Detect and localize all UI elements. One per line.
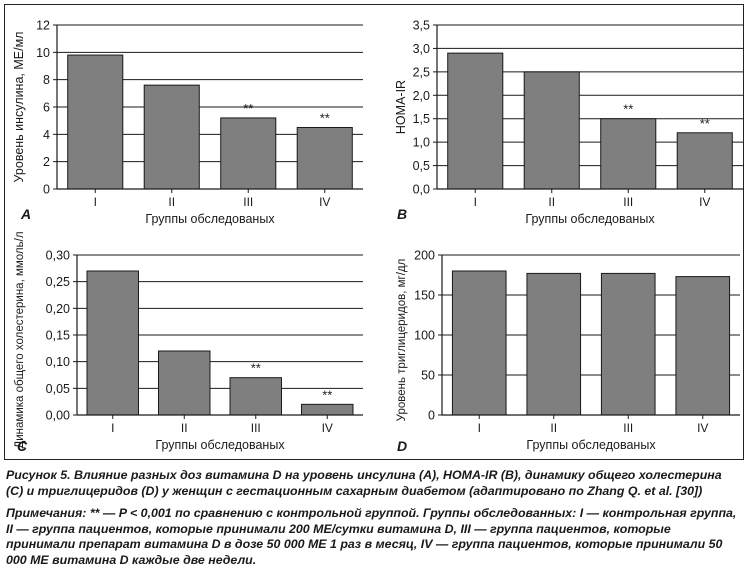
- x-tick-label: II: [550, 421, 557, 435]
- significance-marker: **: [243, 101, 253, 116]
- y-tick-label: 10: [36, 46, 50, 60]
- x-tick-label: IV: [697, 421, 708, 435]
- y-tick-label: 200: [414, 249, 435, 263]
- y-tick-label: 0: [428, 409, 435, 423]
- significance-marker: **: [322, 387, 332, 402]
- x-tick-label: II: [548, 195, 555, 209]
- bar: [600, 118, 657, 190]
- x-tick-label: IV: [699, 195, 710, 209]
- x-tick-label: I: [478, 421, 481, 435]
- x-tick-label: II: [168, 195, 175, 209]
- y-tick-label: 0,15: [46, 329, 70, 343]
- y-axis-title: HOMA-IR: [394, 80, 408, 134]
- y-tick-label: 1,5: [413, 112, 430, 126]
- bar: [86, 270, 139, 416]
- x-tick-label: I: [94, 195, 97, 209]
- y-tick-label: 0,05: [46, 382, 70, 396]
- y-tick-label: 150: [414, 289, 435, 303]
- panel-label: A: [20, 206, 31, 222]
- y-tick-label: 0,20: [46, 302, 70, 316]
- x-axis-title: Группы обследованых: [526, 438, 656, 452]
- x-tick-label: III: [251, 421, 261, 435]
- bar: [600, 272, 656, 416]
- y-tick-label: 0,00: [46, 409, 70, 423]
- figure-frame: 0 2 4 6 8 10 12 I II III ** IV ** Группы обследованых…: [4, 4, 744, 460]
- y-tick-label: 0,0: [413, 183, 430, 197]
- y-tick-label: 3,5: [413, 19, 430, 33]
- y-tick-label: 0,5: [413, 159, 430, 173]
- y-tick-label: 2,5: [413, 65, 430, 79]
- bar: [451, 270, 507, 416]
- significance-marker: **: [623, 102, 633, 117]
- significance-marker: **: [320, 111, 330, 126]
- x-tick-label: IV: [319, 195, 330, 209]
- y-axis-title: Уровень инсулина, МЕ/мл: [12, 32, 26, 183]
- panel-label: C: [17, 438, 28, 454]
- x-tick-label: II: [181, 421, 188, 435]
- y-tick-label: 3,0: [413, 42, 430, 56]
- y-tick-label: 0: [43, 183, 50, 197]
- y-tick-label: 2: [43, 155, 50, 169]
- y-tick-label: 0,10: [46, 355, 70, 369]
- chart-panel-b: 0,00,51,01,52,02,53,03,5I II III**IV**Груп…: [394, 19, 743, 226]
- x-tick-label: IV: [322, 421, 333, 435]
- x-axis-title: Группы обследованых: [155, 438, 285, 452]
- bar: [143, 84, 200, 190]
- chart-panel-c: 0,000,050,100,150,200,250,30I II III**IV**…: [14, 231, 363, 454]
- x-tick-label: III: [243, 195, 253, 209]
- significance-marker: **: [700, 116, 710, 131]
- x-tick-label: I: [111, 421, 114, 435]
- y-tick-label: 0,30: [46, 249, 70, 263]
- bar: [220, 117, 277, 190]
- bar: [676, 132, 733, 190]
- bar: [229, 377, 282, 416]
- y-tick-label: 6: [43, 101, 50, 115]
- figure-note: Примечания: ** — P < 0,001 по сравнению …: [6, 506, 737, 567]
- y-tick-label: 100: [414, 329, 435, 343]
- y-tick-label: 2,0: [413, 89, 430, 103]
- bar: [301, 403, 354, 416]
- bar: [158, 350, 211, 416]
- x-tick-label: I: [474, 195, 477, 209]
- y-tick-label: 1,0: [413, 136, 430, 150]
- x-tick-label: III: [623, 195, 633, 209]
- y-tick-label: 12: [36, 19, 50, 33]
- figure-caption: Рисунок 5. Влияние разных доз витамина D…: [6, 468, 722, 498]
- bar: [526, 272, 582, 416]
- y-tick-label: 50: [421, 369, 435, 383]
- y-tick-label: 0,25: [46, 275, 70, 289]
- y-tick-label: 4: [43, 128, 50, 142]
- bar: [447, 52, 504, 190]
- bar: [675, 276, 731, 416]
- bar: [523, 71, 580, 190]
- x-axis-title: Группы обследованых: [145, 212, 275, 226]
- bar: [296, 127, 353, 190]
- y-axis-title: Уровень триглицеридов, мг/дл: [396, 259, 408, 422]
- bar: [67, 54, 124, 190]
- panel-label: D: [397, 438, 407, 454]
- x-axis-title: Группы обследованых: [525, 212, 655, 226]
- x-tick-label: III: [623, 421, 633, 435]
- y-tick-label: 8: [43, 73, 50, 87]
- significance-marker: **: [251, 361, 261, 376]
- panel-label: B: [397, 206, 407, 222]
- y-axis-title: Динамика общего холестерина, ммоль/л: [14, 231, 26, 448]
